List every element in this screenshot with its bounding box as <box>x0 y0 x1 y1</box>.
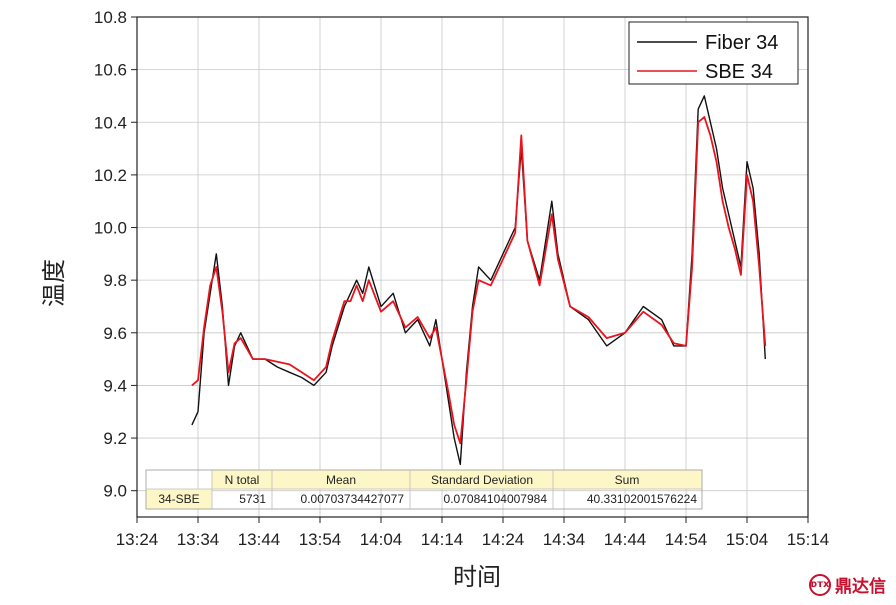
stats-header-n-total: N total <box>225 473 260 487</box>
legend-label-sbe-34: SBE 34 <box>705 61 773 83</box>
y-tick-label: 10.6 <box>94 61 127 80</box>
x-axis-ticks: 13:24 13:34 13:44 13:54 14:04 14:14 14:24 14:34… <box>116 517 830 549</box>
x-tick-label: 14:14 <box>421 530 464 549</box>
y-tick-label: 10.0 <box>94 219 127 238</box>
legend-label-fiber-34: Fiber 34 <box>705 32 778 54</box>
y-tick-label: 9.2 <box>103 429 127 448</box>
x-tick-label: 14:54 <box>665 530 708 549</box>
legend: Fiber 34 SBE 34 <box>628 21 799 85</box>
x-tick-label: 14:04 <box>360 530 403 549</box>
stats-value-sum: 40.33102001576224 <box>587 492 697 506</box>
stats-row-label: 34-SBE <box>158 492 199 506</box>
watermark-logo: ᴅᴛx 鼎达信 <box>809 572 886 597</box>
y-tick-label: 9.8 <box>103 271 127 290</box>
x-axis-title: 时间 <box>453 563 501 591</box>
y-tick-label: 10.8 <box>94 8 127 27</box>
stats-value-std-dev: 0.07084104007984 <box>444 492 548 506</box>
x-tick-label: 13:34 <box>177 530 220 549</box>
y-tick-label: 10.2 <box>94 166 127 185</box>
x-tick-label: 13:54 <box>299 530 342 549</box>
stats-header-std-dev: Standard Deviation <box>431 473 533 487</box>
x-tick-label: 14:44 <box>604 530 647 549</box>
stats-table: N total Mean Standard Deviation Sum 34-S… <box>145 469 703 510</box>
y-tick-label: 10.4 <box>94 113 127 132</box>
y-tick-label: 9.0 <box>103 482 127 501</box>
stats-value-n-total: 5731 <box>239 492 266 506</box>
series-lines <box>191 95 767 466</box>
y-axis-title: 温度 <box>40 259 68 307</box>
stats-header-sum: Sum <box>615 473 640 487</box>
legend-box <box>628 21 799 85</box>
y-tick-label: 9.4 <box>103 376 127 395</box>
x-tick-label: 13:44 <box>238 530 281 549</box>
x-tick-label: 13:24 <box>116 530 159 549</box>
logo-icon: ᴅᴛx <box>809 573 831 596</box>
series-line-sbe-34 <box>191 116 767 445</box>
x-tick-label: 15:14 <box>787 530 830 549</box>
stats-header-mean: Mean <box>326 473 356 487</box>
stats-value-mean: 0.00703734427077 <box>301 492 405 506</box>
x-tick-label: 14:24 <box>482 530 525 549</box>
stats-rowlabel-bg <box>146 489 212 509</box>
y-axis-ticks: 9.0 9.2 9.4 9.6 9.8 10.0 10.2 10.4 10.6 10.8 <box>94 8 137 501</box>
x-tick-label: 15:04 <box>726 530 769 549</box>
plot-frame <box>136 16 809 518</box>
x-tick-label: 14:34 <box>543 530 586 549</box>
watermark-text: 鼎达信 <box>835 577 886 597</box>
grid-lines <box>136 16 809 517</box>
y-tick-label: 9.6 <box>103 324 127 343</box>
stats-table-border <box>145 469 703 510</box>
stats-header-bg <box>212 470 702 489</box>
